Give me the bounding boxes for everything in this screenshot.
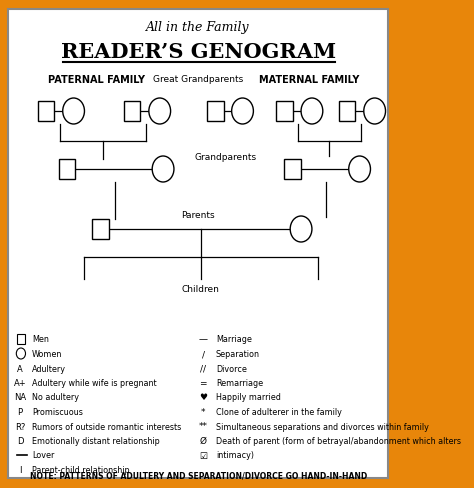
Text: —: —: [199, 335, 208, 344]
Text: Men: Men: [32, 335, 49, 344]
Circle shape: [232, 99, 254, 125]
Bar: [124, 102, 140, 122]
Text: Women: Women: [32, 349, 62, 358]
Text: No adultery: No adultery: [32, 393, 79, 402]
Text: Emotionally distant relationship: Emotionally distant relationship: [32, 436, 160, 445]
Text: intimacy): intimacy): [216, 450, 254, 460]
Circle shape: [290, 217, 312, 243]
Text: P: P: [18, 407, 23, 416]
Bar: [59, 160, 75, 180]
Text: Children: Children: [182, 285, 219, 294]
Text: Happily married: Happily married: [216, 393, 281, 402]
Text: A: A: [17, 364, 23, 373]
Text: A+: A+: [14, 378, 27, 387]
Text: Great Grandparents: Great Grandparents: [153, 75, 243, 84]
Bar: [37, 102, 55, 122]
Bar: [92, 220, 109, 240]
Text: Grandparents: Grandparents: [195, 153, 257, 162]
Text: All in the Family: All in the Family: [146, 21, 250, 35]
Circle shape: [301, 99, 323, 125]
Text: Rumors of outside romantic interests: Rumors of outside romantic interests: [32, 422, 181, 430]
Text: Marriage: Marriage: [216, 335, 252, 344]
Circle shape: [152, 157, 174, 183]
Text: /: /: [202, 349, 205, 358]
Text: Adultery while wife is pregnant: Adultery while wife is pregnant: [32, 378, 156, 387]
Text: READER’S GENOGRAM: READER’S GENOGRAM: [61, 42, 336, 62]
Bar: [17, 334, 25, 345]
Bar: [339, 102, 356, 122]
Text: Remarriage: Remarriage: [216, 378, 263, 387]
Circle shape: [149, 99, 171, 125]
Circle shape: [63, 99, 84, 125]
Text: NOTE: PATTERNS OF ADULTERY AND SEPARATION/DIVORCE GO HAND-IN-HAND: NOTE: PATTERNS OF ADULTERY AND SEPARATIO…: [29, 470, 367, 480]
Text: Divorce: Divorce: [216, 364, 246, 373]
Text: R?: R?: [15, 422, 25, 430]
Text: ♥: ♥: [199, 393, 207, 402]
Bar: [284, 160, 301, 180]
Text: Adultery: Adultery: [32, 364, 66, 373]
Text: **: **: [199, 422, 208, 430]
Text: ☑: ☑: [199, 450, 207, 460]
Text: =: =: [200, 378, 207, 387]
Text: PATERNAL FAMILY: PATERNAL FAMILY: [48, 75, 145, 85]
Circle shape: [16, 348, 26, 359]
Text: Separation: Separation: [216, 349, 260, 358]
Circle shape: [349, 157, 371, 183]
Text: Clone of adulterer in the family: Clone of adulterer in the family: [216, 407, 342, 416]
Text: D: D: [17, 436, 23, 445]
Text: Ø: Ø: [200, 436, 207, 445]
Bar: [276, 102, 293, 122]
Text: //: //: [200, 364, 206, 373]
Text: Lover: Lover: [32, 450, 54, 460]
Text: I: I: [19, 465, 21, 474]
Text: Parents: Parents: [182, 210, 215, 219]
Circle shape: [364, 99, 385, 125]
Text: MATERNAL FAMILY: MATERNAL FAMILY: [259, 75, 360, 85]
Bar: [208, 102, 224, 122]
Text: Parent-child relationship: Parent-child relationship: [32, 465, 129, 474]
Text: *: *: [201, 407, 205, 416]
Text: Promiscuous: Promiscuous: [32, 407, 82, 416]
Text: Simultaneous separations and divorces within family: Simultaneous separations and divorces wi…: [216, 422, 428, 430]
Text: NA: NA: [14, 393, 26, 402]
Text: Death of parent (form of betrayal/abandonment which alters: Death of parent (form of betrayal/abando…: [216, 436, 461, 445]
